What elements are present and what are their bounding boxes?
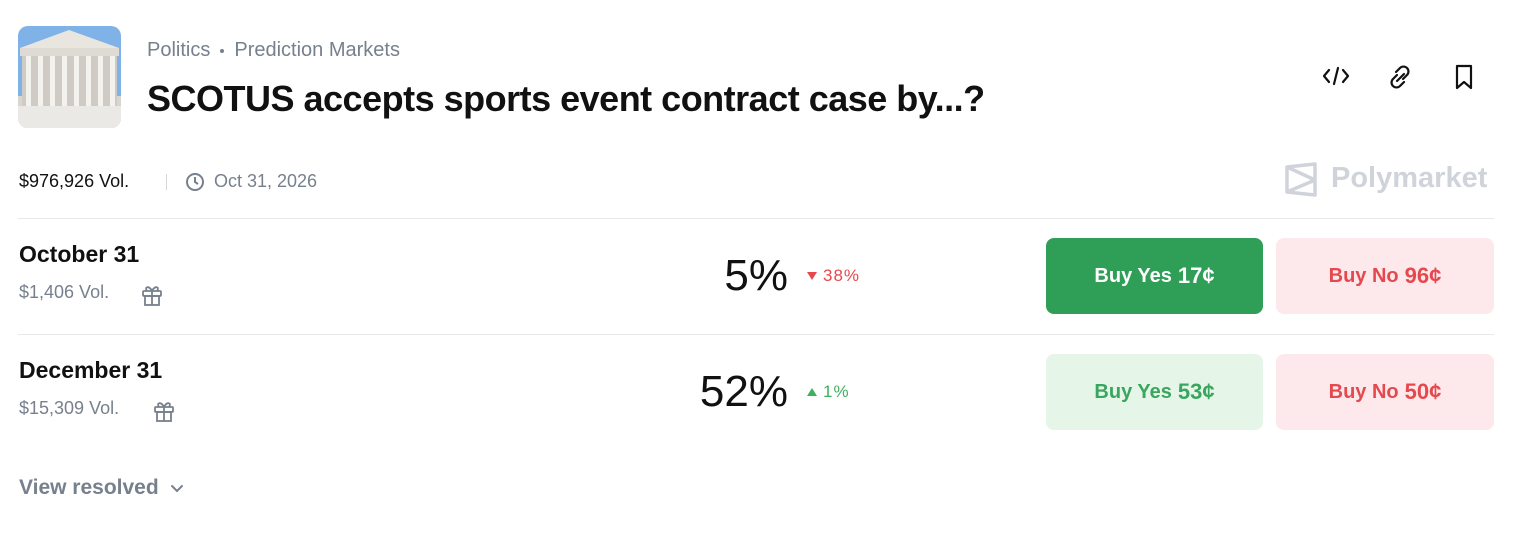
market-name[interactable]: October 31 [19, 241, 140, 267]
category[interactable]: Politics [147, 39, 211, 61]
buy-yes-button[interactable]: Buy Yes 53¢ [1046, 354, 1263, 430]
brand-name: Polymarket [1331, 162, 1488, 194]
buy-yes-button[interactable]: Buy Yes 17¢ [1046, 238, 1263, 314]
view-resolved[interactable]: View resolved [19, 476, 185, 500]
change-value: 1% [823, 382, 850, 401]
event-thumbnail [18, 26, 121, 128]
change: 38% [806, 266, 860, 286]
market-volume: $15,309 Vol. [19, 398, 120, 418]
buy-no-price: 96¢ [1404, 263, 1442, 288]
chance: 52% [699, 367, 788, 416]
buy-no-button[interactable]: Buy No 50¢ [1276, 354, 1494, 430]
buy-yes-label: Buy Yes [1094, 264, 1172, 287]
market-name[interactable]: December 31 [19, 357, 163, 383]
embed-icon[interactable] [1322, 66, 1350, 86]
buy-yes-label: Buy Yes [1094, 380, 1172, 403]
clock-icon [186, 173, 204, 191]
buy-no-price: 50¢ [1404, 379, 1442, 404]
buy-yes-price: 17¢ [1177, 263, 1215, 288]
chevron-icon [170, 485, 183, 493]
header-icons [1322, 64, 1473, 90]
divider [18, 218, 1494, 219]
brand-logo [1285, 162, 1317, 197]
change-value: 38% [823, 266, 861, 285]
event-title[interactable]: SCOTUS accepts sports event contract cas… [147, 78, 985, 119]
gift-icon[interactable] [152, 399, 176, 423]
gift-icon[interactable] [140, 283, 164, 307]
change-arrow [807, 388, 817, 396]
total-volume: $976,926 Vol. [19, 171, 130, 191]
buy-yes-price: 53¢ [1177, 379, 1215, 404]
buy-no-label: Buy No [1328, 380, 1399, 403]
bookmark-icon[interactable] [1455, 64, 1473, 90]
buy-no-button[interactable]: Buy No 96¢ [1276, 238, 1494, 314]
change: 1% [806, 382, 850, 402]
change-arrow [807, 272, 817, 280]
separator-dot [220, 48, 225, 53]
link-icon[interactable] [1390, 65, 1410, 89]
chance: 5% [724, 251, 788, 300]
view-resolved-label: View resolved [19, 476, 159, 499]
buy-no-label: Buy No [1328, 264, 1399, 287]
divider [18, 334, 1494, 335]
divider [166, 174, 167, 190]
market-volume: $1,406 Vol. [19, 282, 110, 302]
subcategory[interactable]: Prediction Markets [234, 39, 400, 61]
end-date: Oct 31, 2026 [214, 171, 318, 191]
